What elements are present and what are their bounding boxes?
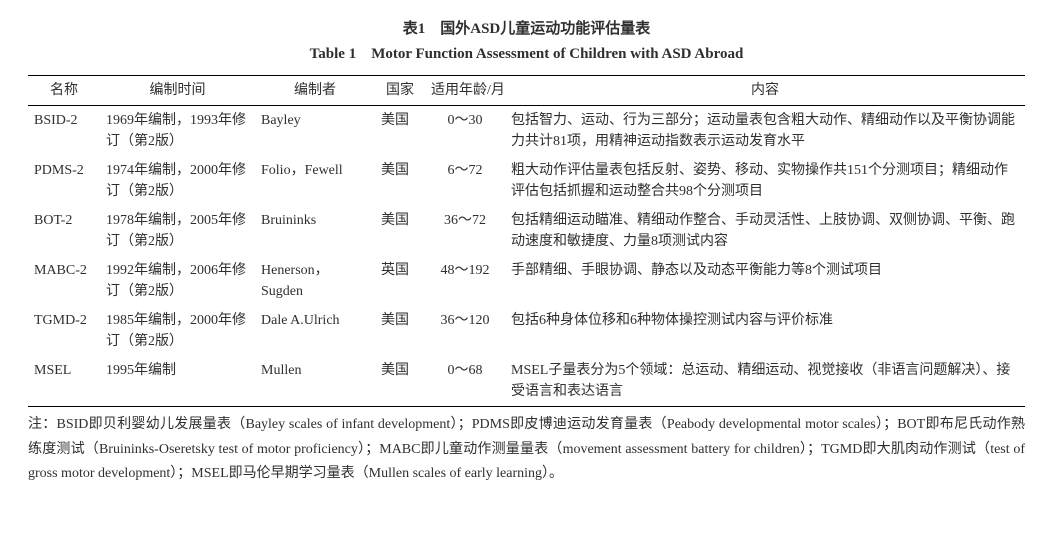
col-country: 国家 bbox=[375, 76, 425, 106]
cell-content: 粗大动作评估量表包括反射、姿势、移动、实物操作共151个分测项目；精细动作评估包… bbox=[505, 156, 1025, 206]
table-row: PDMS-2 1974年编制，2000年修订（第2版） Folio，Fewell… bbox=[28, 156, 1025, 206]
cell-name: PDMS-2 bbox=[28, 156, 100, 206]
cell-age: 6～72 bbox=[425, 156, 505, 206]
assessment-table: 名称 编制时间 编制者 国家 适用年龄/月 内容 BSID-2 1969年编制，… bbox=[28, 75, 1025, 407]
table-caption-en: Table 1 Motor Function Assessment of Chi… bbox=[28, 43, 1025, 66]
cell-country: 英国 bbox=[375, 256, 425, 306]
cell-age: 48～192 bbox=[425, 256, 505, 306]
cell-name: BOT-2 bbox=[28, 206, 100, 256]
cell-name: BSID-2 bbox=[28, 106, 100, 157]
col-author: 编制者 bbox=[255, 76, 375, 106]
table-row: BSID-2 1969年编制，1993年修订（第2版） Bayley 美国 0～… bbox=[28, 106, 1025, 157]
table-row: TGMD-2 1985年编制，2000年修订（第2版） Dale A.Ulric… bbox=[28, 306, 1025, 356]
table-row: MABC-2 1992年编制，2006年修订（第2版） Henerson，Sug… bbox=[28, 256, 1025, 306]
cell-author: Bayley bbox=[255, 106, 375, 157]
cell-country: 美国 bbox=[375, 106, 425, 157]
table-row: MSEL 1995年编制 Mullen 美国 0～68 MSEL子量表分为5个领… bbox=[28, 356, 1025, 407]
table-caption-cn: 表1 国外ASD儿童运动功能评估量表 bbox=[28, 18, 1025, 41]
table-footnote: 注：BSID即贝利婴幼儿发展量表（Bayley scales of infant… bbox=[28, 413, 1025, 487]
cell-age: 36～120 bbox=[425, 306, 505, 356]
cell-time: 1992年编制，2006年修订（第2版） bbox=[100, 256, 255, 306]
cell-author: Dale A.Ulrich bbox=[255, 306, 375, 356]
cell-time: 1985年编制，2000年修订（第2版） bbox=[100, 306, 255, 356]
cell-country: 美国 bbox=[375, 306, 425, 356]
cell-name: MSEL bbox=[28, 356, 100, 407]
cell-content: MSEL子量表分为5个领域：总运动、精细运动、视觉接收（非语言问题解决）、接受语… bbox=[505, 356, 1025, 407]
cell-country: 美国 bbox=[375, 156, 425, 206]
cell-country: 美国 bbox=[375, 356, 425, 407]
cell-content: 包括6种身体位移和6种物体操控测试内容与评价标准 bbox=[505, 306, 1025, 356]
col-content: 内容 bbox=[505, 76, 1025, 106]
cell-author: Mullen bbox=[255, 356, 375, 407]
cell-age: 36～72 bbox=[425, 206, 505, 256]
cell-author: Bruininks bbox=[255, 206, 375, 256]
table-body: BSID-2 1969年编制，1993年修订（第2版） Bayley 美国 0～… bbox=[28, 106, 1025, 407]
cell-name: TGMD-2 bbox=[28, 306, 100, 356]
cell-name: MABC-2 bbox=[28, 256, 100, 306]
cell-content: 包括智力、运动、行为三部分；运动量表包含粗大动作、精细动作以及平衡协调能力共计8… bbox=[505, 106, 1025, 157]
cell-time: 1995年编制 bbox=[100, 356, 255, 407]
cell-time: 1978年编制，2005年修订（第2版） bbox=[100, 206, 255, 256]
col-age: 适用年龄/月 bbox=[425, 76, 505, 106]
col-name: 名称 bbox=[28, 76, 100, 106]
table-header-row: 名称 编制时间 编制者 国家 适用年龄/月 内容 bbox=[28, 76, 1025, 106]
cell-author: Folio，Fewell bbox=[255, 156, 375, 206]
cell-content: 手部精细、手眼协调、静态以及动态平衡能力等8个测试项目 bbox=[505, 256, 1025, 306]
table-row: BOT-2 1978年编制，2005年修订（第2版） Bruininks 美国 … bbox=[28, 206, 1025, 256]
cell-time: 1974年编制，2000年修订（第2版） bbox=[100, 156, 255, 206]
cell-age: 0～30 bbox=[425, 106, 505, 157]
cell-time: 1969年编制，1993年修订（第2版） bbox=[100, 106, 255, 157]
cell-age: 0～68 bbox=[425, 356, 505, 407]
cell-country: 美国 bbox=[375, 206, 425, 256]
col-time: 编制时间 bbox=[100, 76, 255, 106]
cell-author: Henerson，Sugden bbox=[255, 256, 375, 306]
cell-content: 包括精细运动瞄准、精细动作整合、手动灵活性、上肢协调、双侧协调、平衡、跑动速度和… bbox=[505, 206, 1025, 256]
